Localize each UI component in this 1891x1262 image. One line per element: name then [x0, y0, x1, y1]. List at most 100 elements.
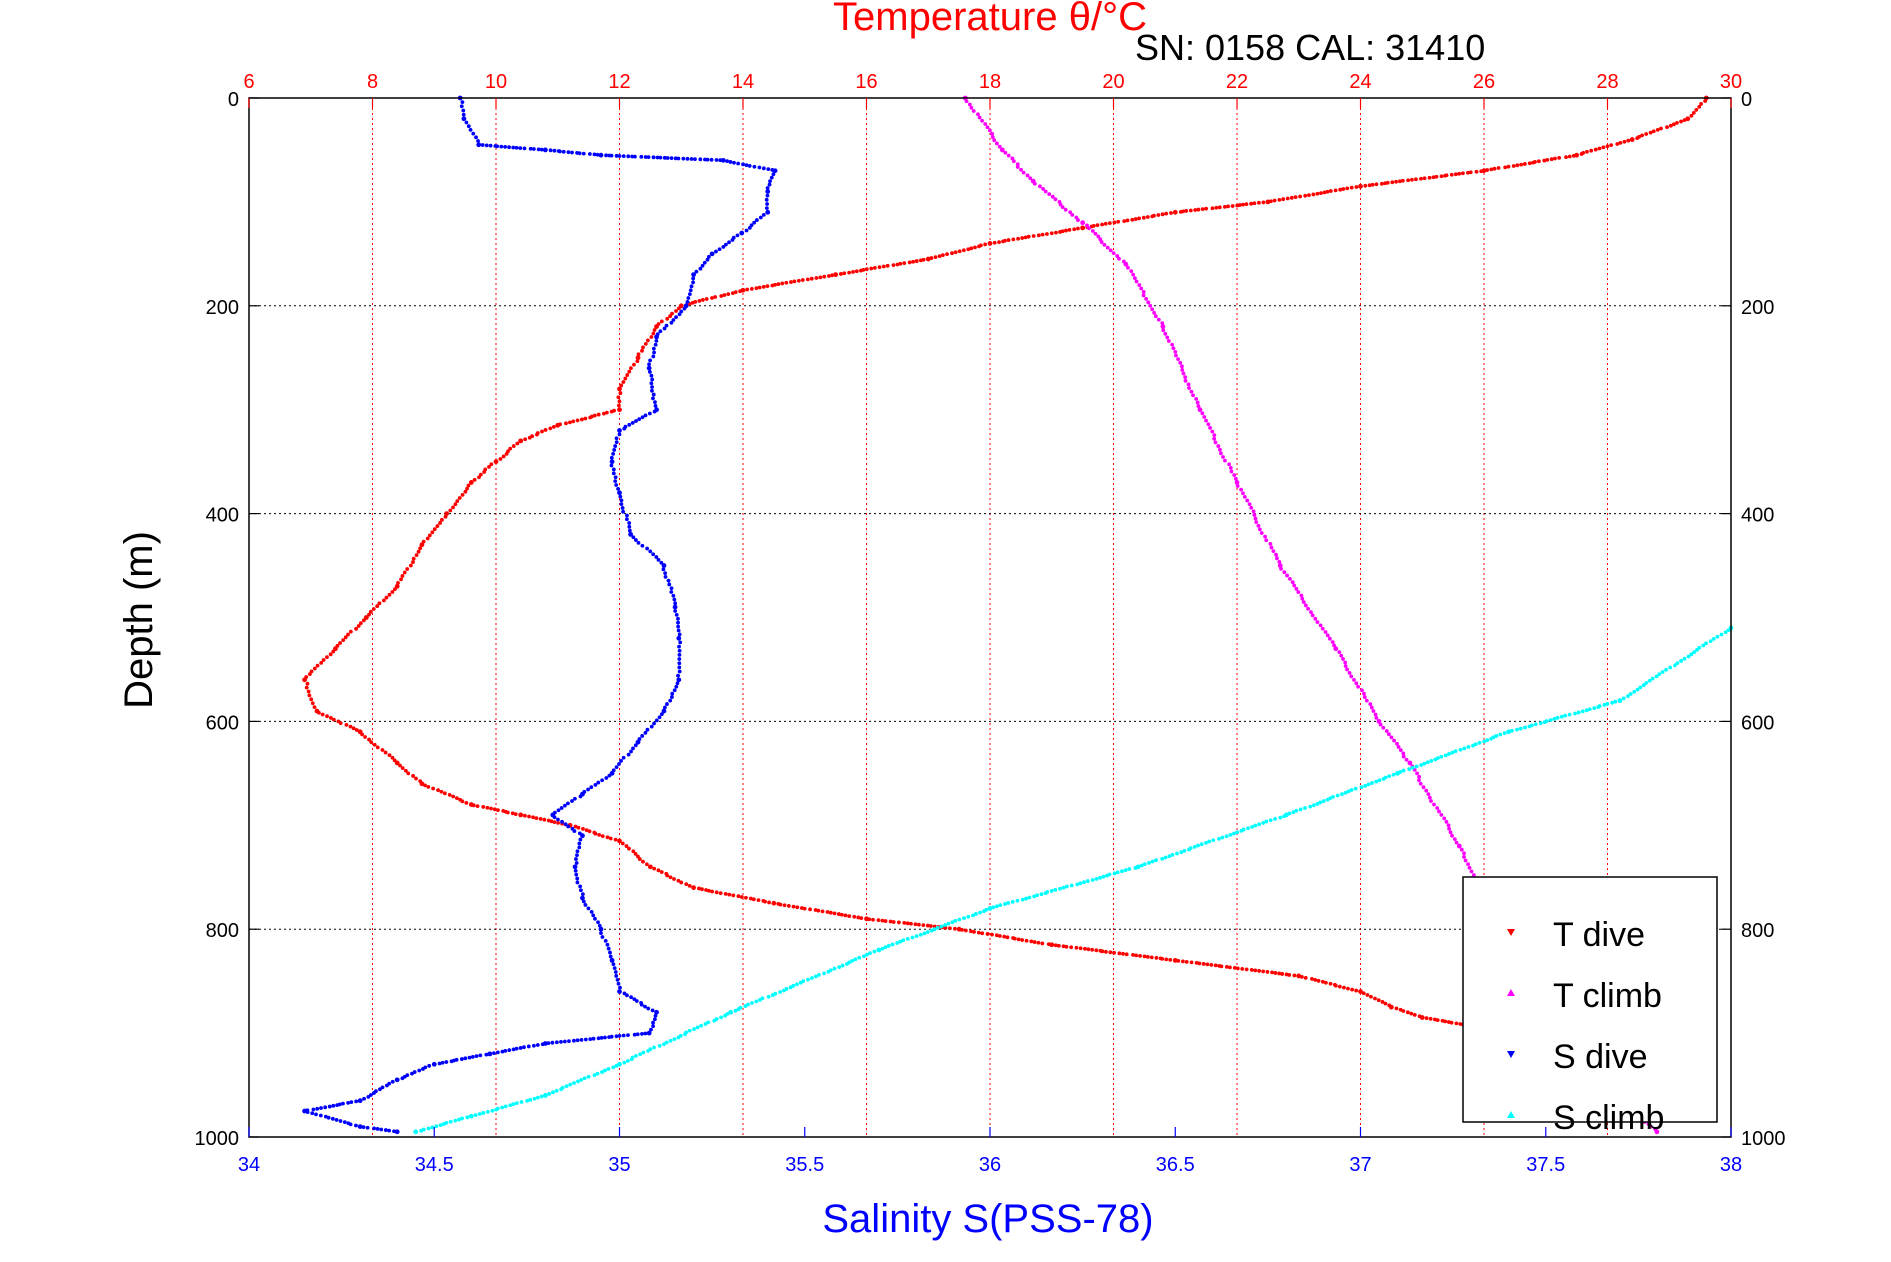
data-point-interp: [624, 517, 629, 522]
data-point-interp: [614, 974, 619, 978]
data-point-interp: [1518, 726, 1523, 731]
data-point-interp: [600, 834, 605, 838]
data-point-interp: [596, 1036, 601, 1041]
data-point-interp: [992, 138, 997, 143]
data-point-interp: [1621, 696, 1626, 701]
data-point-interp: [1261, 821, 1266, 825]
data-point-interp: [633, 743, 638, 748]
data-point-interp: [406, 771, 411, 776]
data-point-interp: [444, 1060, 449, 1064]
data-point-interp: [1015, 165, 1020, 169]
data-point-interp: [972, 930, 976, 934]
data-point-interp: [1036, 233, 1041, 238]
data-point-interp: [700, 263, 705, 268]
data-point-interp: [1241, 827, 1246, 832]
data-point: [572, 864, 578, 870]
data-point-interp: [837, 965, 842, 970]
data-point-interp: [1697, 645, 1702, 650]
serial-calibration-label: SN: 0158 CAL: 31410: [1135, 27, 1485, 68]
data-point-interp: [1294, 808, 1299, 813]
data-point-interp: [1202, 415, 1207, 419]
data-point-interp: [764, 197, 769, 202]
data-point-interp: [575, 853, 579, 858]
data-point-interp: [1247, 502, 1252, 507]
data-point-interp: [503, 144, 507, 149]
data-point-interp: [1170, 852, 1175, 857]
data-point-interp: [673, 609, 678, 613]
data-point-interp: [1180, 364, 1184, 369]
data-point-interp: [971, 109, 976, 113]
data-point-interp: [559, 806, 564, 810]
data-point-interp: [697, 886, 701, 891]
data-point-interp: [1166, 339, 1171, 343]
data-point-interp: [901, 938, 906, 943]
data-point-interp: [694, 269, 699, 274]
data-point-interp: [670, 695, 674, 700]
data-point-interp: [402, 570, 407, 575]
data-point-interp: [1506, 164, 1511, 169]
data-point-interp: [1699, 102, 1703, 106]
data-point-interp: [1340, 792, 1344, 797]
data-point-interp: [312, 666, 317, 671]
data-point-interp: [532, 1096, 537, 1101]
data-point-interp: [515, 441, 520, 446]
data-point-interp: [1585, 149, 1589, 154]
data-point-interp: [361, 1125, 366, 1130]
data-point-interp: [1618, 140, 1623, 145]
data-point-interp: [1011, 159, 1016, 164]
data-point-interp: [1531, 160, 1536, 165]
data-point-interp: [560, 819, 564, 824]
data-point-interp: [460, 492, 465, 497]
data-point-interp: [1272, 198, 1277, 203]
data-point-interp: [1027, 895, 1032, 900]
data-point-interp: [584, 828, 589, 832]
data-point-interp: [773, 991, 778, 996]
data-point-interp: [1421, 785, 1426, 790]
data-point-interp: [1020, 236, 1025, 240]
data-point-interp: [670, 691, 675, 696]
data-point: [1358, 989, 1363, 994]
data-point-interp: [1209, 962, 1214, 967]
data-point-interp: [436, 788, 440, 793]
data-point-interp: [549, 819, 554, 824]
data-point-interp: [1626, 138, 1631, 143]
data-point-interp: [371, 1091, 376, 1095]
data-point-interp: [749, 286, 754, 291]
data-point-interp: [1195, 400, 1200, 405]
data-point-interp: [1447, 752, 1451, 756]
data-point-interp: [784, 987, 789, 991]
data-point-interp: [1310, 613, 1315, 618]
data-point-interp: [1210, 429, 1215, 434]
legend-marker: [1507, 1051, 1515, 1058]
data-point-interp: [360, 732, 364, 737]
data-point-interp: [1668, 665, 1673, 670]
data-point-interp: [1363, 783, 1368, 788]
data-point-interp: [1057, 200, 1062, 204]
data-point-interp: [842, 271, 847, 276]
data-point-interp: [1068, 210, 1073, 215]
data-point-interp: [1108, 248, 1113, 253]
data-point-interp: [1522, 162, 1527, 166]
data-point-interp: [1303, 603, 1308, 608]
data-point-interp: [534, 816, 539, 821]
data-point-interp: [1045, 890, 1050, 894]
data-point-interp: [635, 359, 640, 364]
data-point-interp: [1462, 746, 1467, 751]
data-point-interp: [1241, 202, 1245, 207]
data-point-interp: [1374, 779, 1379, 784]
data-point-interp: [448, 508, 453, 513]
data-point-interp: [764, 206, 769, 211]
data-point-interp: [1311, 803, 1316, 808]
data-point-interp: [1064, 944, 1069, 949]
data-point-interp: [608, 950, 612, 955]
data-point-interp: [704, 888, 708, 892]
data-point-interp: [611, 467, 616, 472]
data-point-interp: [1111, 251, 1116, 256]
data-point-interp: [1466, 745, 1471, 749]
data-point-interp: [625, 993, 629, 998]
data-point-interp: [1183, 378, 1188, 383]
data-point-interp: [1369, 705, 1374, 710]
data-point-interp: [1675, 121, 1679, 125]
data-point-interp: [1454, 1021, 1459, 1026]
